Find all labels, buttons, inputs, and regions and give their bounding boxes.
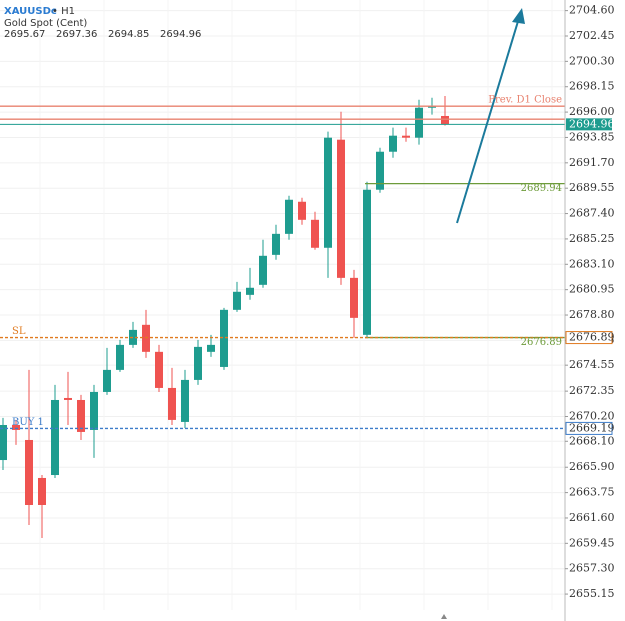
y-tick-label: 2659.45 bbox=[569, 536, 615, 549]
y-tick-label: 2685.25 bbox=[569, 232, 615, 245]
candle-body bbox=[402, 135, 410, 138]
candle-body bbox=[272, 233, 280, 255]
arrow-head bbox=[512, 8, 525, 24]
y-tick-label: 2657.30 bbox=[569, 562, 615, 575]
candle-body bbox=[363, 189, 371, 335]
candle-body bbox=[0, 424, 7, 461]
y-tick-label: 2689.55 bbox=[569, 181, 615, 194]
level-tag bbox=[565, 331, 613, 345]
ohlc-open: 2695.67 bbox=[4, 29, 45, 40]
y-tick-label: 2702.45 bbox=[569, 29, 615, 42]
y-tick-label: 2696.00 bbox=[569, 105, 615, 118]
candle-body bbox=[350, 277, 358, 318]
y-tick-label: 2663.75 bbox=[569, 486, 615, 499]
y-tick-label: 2674.55 bbox=[569, 358, 615, 371]
y-tick-label: 2678.80 bbox=[569, 308, 615, 321]
candles bbox=[0, 96, 449, 539]
scroll-marker bbox=[441, 614, 447, 619]
symbol: XAUUSDc bbox=[4, 6, 57, 17]
levels bbox=[0, 105, 565, 430]
y-tick-label: 2661.60 bbox=[569, 511, 615, 524]
y-tick-label: 2683.10 bbox=[569, 257, 615, 270]
candle-body bbox=[168, 387, 176, 420]
level-label: SL bbox=[12, 326, 26, 337]
candle-body bbox=[415, 107, 423, 138]
y-tick-label: 2655.15 bbox=[569, 587, 615, 600]
candle-body bbox=[25, 439, 33, 505]
candle-body bbox=[233, 291, 241, 310]
level-tag-label: 2676.89 bbox=[569, 331, 615, 344]
candle-body bbox=[389, 135, 397, 152]
y-tick-label: 2665.90 bbox=[569, 460, 615, 473]
level-label: BUY 1 bbox=[12, 417, 44, 428]
subtitle: Gold Spot (Cent) bbox=[4, 18, 87, 29]
y-tick-label: 2668.10 bbox=[569, 434, 615, 447]
timeframe: • H1 bbox=[52, 6, 75, 17]
level-tag bbox=[565, 421, 613, 435]
candle-body bbox=[64, 397, 72, 400]
candle-body bbox=[142, 324, 150, 352]
candle-body bbox=[181, 379, 189, 422]
candle-body bbox=[38, 477, 46, 505]
level-label: Prev. D1 Close bbox=[488, 95, 562, 106]
ohlc-low: 2694.85 bbox=[108, 29, 149, 40]
y-tick-label: 2704.60 bbox=[569, 4, 615, 17]
candle-body bbox=[441, 115, 449, 125]
candle-body bbox=[311, 219, 319, 248]
candle-body bbox=[103, 369, 111, 392]
candle-body bbox=[246, 287, 254, 295]
candle-body bbox=[90, 391, 98, 430]
y-tick-label: 2680.95 bbox=[569, 283, 615, 296]
level-value: 2689.94 bbox=[521, 183, 562, 194]
candle-body bbox=[155, 351, 163, 388]
y-tick-label: 2691.70 bbox=[569, 156, 615, 169]
price-tag bbox=[566, 118, 612, 131]
y-tick-label: 2700.30 bbox=[569, 54, 615, 67]
ohlc-high: 2697.36 bbox=[56, 29, 97, 40]
grid bbox=[0, 0, 565, 610]
candle-body bbox=[259, 255, 267, 285]
candle-body bbox=[12, 424, 20, 430]
arrow-line bbox=[456, 17, 520, 224]
candle-body bbox=[285, 199, 293, 234]
candle-body bbox=[207, 344, 215, 352]
ohlc-close: 2694.96 bbox=[160, 29, 201, 40]
level-value: 2676.89 bbox=[521, 337, 562, 348]
y-tick-label: 2687.40 bbox=[569, 207, 615, 220]
y-tick-label: 2672.35 bbox=[569, 384, 615, 397]
candle-body bbox=[116, 344, 124, 370]
y-tick-label: 2670.20 bbox=[569, 409, 615, 422]
price-tag-label: 2694.96 bbox=[569, 117, 615, 130]
candle-body bbox=[51, 399, 59, 476]
y-tick-label: 2698.15 bbox=[569, 80, 615, 93]
candle-body bbox=[194, 346, 202, 380]
candle-body bbox=[220, 309, 228, 367]
candle-body bbox=[376, 151, 384, 190]
candle-body bbox=[77, 399, 85, 432]
candle-body bbox=[337, 139, 345, 278]
level-tag-label: 2669.19 bbox=[569, 421, 615, 434]
candle-body bbox=[324, 137, 332, 248]
y-tick-label: 2693.85 bbox=[569, 130, 615, 143]
candle-body bbox=[298, 201, 306, 220]
